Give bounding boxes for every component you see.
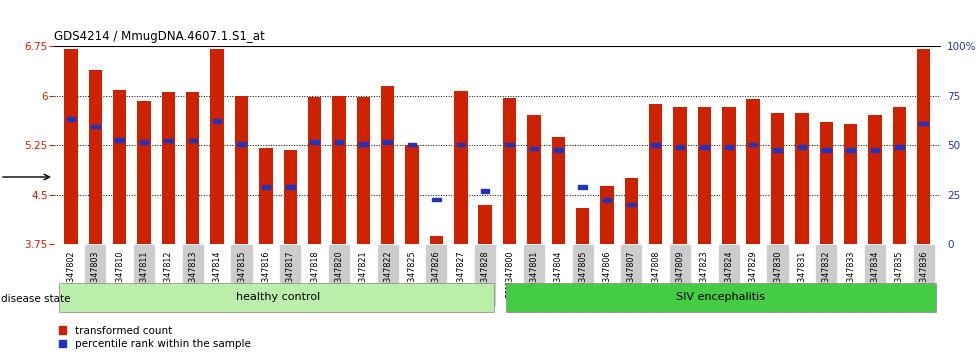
- Bar: [259, 148, 272, 244]
- Bar: [503, 98, 516, 244]
- Bar: [603, 198, 612, 202]
- Bar: [137, 101, 151, 244]
- Bar: [773, 148, 782, 152]
- Bar: [478, 205, 492, 244]
- Bar: [262, 185, 270, 189]
- Bar: [283, 150, 297, 244]
- Bar: [59, 283, 494, 312]
- Bar: [747, 99, 760, 244]
- Bar: [454, 91, 467, 244]
- Bar: [552, 137, 564, 244]
- Bar: [700, 145, 709, 149]
- Bar: [286, 185, 295, 189]
- Bar: [188, 139, 197, 142]
- Bar: [211, 49, 223, 244]
- Bar: [576, 208, 589, 244]
- Bar: [235, 96, 248, 244]
- Bar: [140, 140, 148, 144]
- Bar: [798, 145, 807, 149]
- Bar: [381, 86, 394, 244]
- Bar: [457, 143, 465, 146]
- Bar: [65, 49, 77, 244]
- Bar: [308, 97, 321, 244]
- Bar: [529, 147, 538, 150]
- Bar: [819, 122, 833, 244]
- Bar: [311, 140, 319, 144]
- Bar: [722, 107, 736, 244]
- Bar: [624, 178, 638, 244]
- Bar: [917, 49, 930, 244]
- Bar: [481, 189, 489, 193]
- Bar: [844, 124, 858, 244]
- Text: healthy control: healthy control: [236, 292, 320, 302]
- Bar: [432, 198, 441, 201]
- Bar: [771, 113, 784, 244]
- Legend: transformed count, percentile rank within the sample: transformed count, percentile rank withi…: [59, 326, 251, 349]
- Text: SIV encephalitis: SIV encephalitis: [676, 292, 765, 302]
- Bar: [91, 125, 100, 129]
- Bar: [868, 115, 882, 244]
- Bar: [871, 148, 879, 152]
- Bar: [237, 142, 246, 145]
- Bar: [676, 145, 684, 149]
- Text: GDS4214 / MmugDNA.4607.1.S1_at: GDS4214 / MmugDNA.4607.1.S1_at: [54, 30, 265, 43]
- Bar: [673, 107, 687, 244]
- Bar: [408, 143, 416, 146]
- Bar: [335, 140, 343, 144]
- Bar: [113, 90, 126, 244]
- Bar: [795, 113, 808, 244]
- Bar: [332, 96, 346, 244]
- Bar: [67, 117, 75, 120]
- Bar: [893, 107, 907, 244]
- Bar: [213, 119, 221, 122]
- Bar: [406, 145, 418, 244]
- Bar: [652, 143, 660, 147]
- Bar: [749, 143, 758, 146]
- Bar: [357, 97, 370, 244]
- Bar: [554, 148, 563, 152]
- Bar: [847, 148, 855, 152]
- Text: disease state: disease state: [1, 294, 71, 304]
- Bar: [88, 70, 102, 244]
- Bar: [578, 185, 587, 189]
- Bar: [506, 143, 514, 146]
- Bar: [383, 140, 392, 144]
- Bar: [165, 139, 172, 142]
- Bar: [430, 236, 443, 244]
- Bar: [601, 186, 613, 244]
- Bar: [649, 103, 662, 244]
- Bar: [162, 92, 175, 244]
- Bar: [822, 148, 830, 152]
- Bar: [359, 142, 368, 145]
- Bar: [895, 145, 904, 149]
- Bar: [506, 283, 936, 312]
- Bar: [527, 115, 541, 244]
- Bar: [698, 107, 711, 244]
- Bar: [724, 145, 733, 149]
- Bar: [186, 92, 200, 244]
- Bar: [116, 138, 123, 142]
- Bar: [919, 121, 928, 125]
- Bar: [627, 203, 636, 206]
